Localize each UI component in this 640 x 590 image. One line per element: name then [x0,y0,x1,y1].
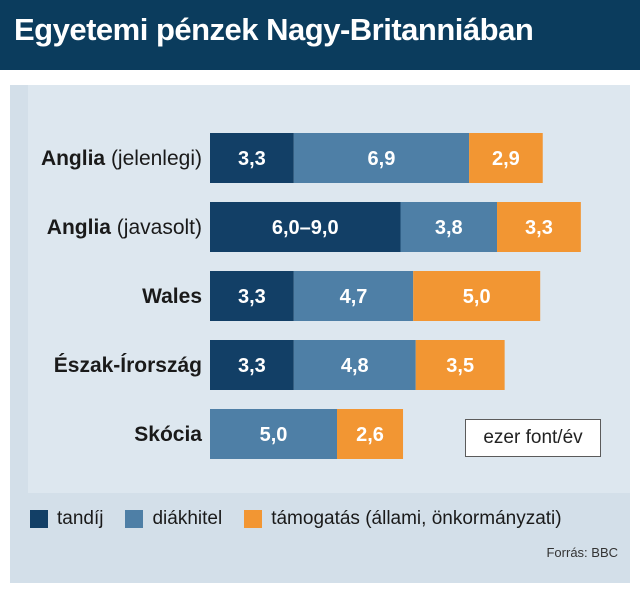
data-label: 5,0 [463,286,491,308]
data-label: 4,8 [341,355,369,377]
source-note: Forrás: BBC [546,545,618,560]
bar-segment [293,133,470,183]
data-label: 3,3 [238,286,266,308]
category-name: Anglia [41,147,105,170]
category-label: Észak-Írország [54,354,202,377]
category-name: Észak-Írország [54,354,202,377]
data-label: 3,3 [525,217,553,239]
legend-label-tandij: tandíj [57,508,104,529]
legend-item-tandij: tandíj [30,508,103,530]
category-name: Wales [142,285,202,308]
bar-segment [400,202,498,252]
data-label: 3,8 [435,217,463,239]
legend-swatch-diakhitel [125,510,144,528]
category-qualifier: (javasolt) [111,216,202,239]
legend: tandíj diákhitel támogatás (állami, önko… [30,505,620,533]
bar-segment [413,271,541,321]
bar-segment [293,271,414,321]
bar-segment [337,409,404,459]
legend-item-diakhitel: diákhitel [125,508,222,530]
bar-segment [210,133,294,183]
data-label: 3,3 [238,355,266,377]
category-qualifier: (jelenlegi) [105,147,202,170]
category-label: Anglia (jelenlegi) [41,147,202,170]
title-bar: Egyetemi pénzek Nagy-Britanniában [0,0,640,70]
legend-item-tamogatas: támogatás (állami, önkormányzati) [244,508,562,530]
chart-title: Egyetemi pénzek Nagy-Britanniában [14,12,534,47]
data-label: 4,7 [340,286,368,308]
bar-segment [469,133,543,183]
data-label: 3,3 [238,148,266,170]
data-label: 3,5 [446,355,474,377]
bar-segment [293,340,416,390]
stacked-bar-chart: Anglia (jelenlegi) 3,3 6,9 2,9 Anglia (javas… [41,133,581,459]
legend-label-tamogatas: támogatás (állami, önkormányzati) [271,508,562,529]
category-label: Anglia (javasolt) [47,216,202,239]
legend-swatch-tandij [30,510,48,528]
unit-label: ezer font/év [465,419,601,457]
bar-segment [210,409,337,459]
category-name: Skócia [134,423,202,446]
bar-segment [210,271,294,321]
data-label: 6,9 [368,148,396,170]
category-label: Wales [142,285,202,308]
bar-segment [497,202,581,252]
bar-segment [210,340,294,390]
bar-segment [415,340,505,390]
bar-segment [210,202,401,252]
data-label: 2,6 [356,424,384,446]
legend-label-diakhitel: diákhitel [152,508,223,529]
data-label: 5,0 [260,424,288,446]
data-label: 2,9 [492,148,520,170]
category-name: Anglia [47,216,111,239]
legend-swatch-tamogatas [244,510,263,528]
data-label: 6,0–9,0 [272,217,339,239]
category-label: Skócia [134,423,202,446]
